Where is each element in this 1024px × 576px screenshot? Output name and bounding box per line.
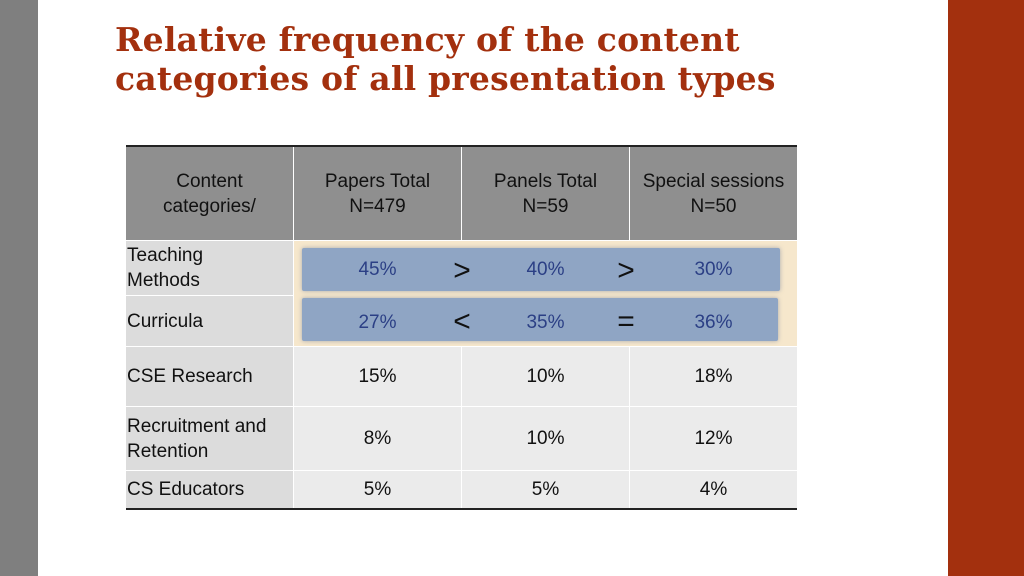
comparison-less: < bbox=[453, 305, 471, 338]
title-line-2: categories of all presentation types bbox=[115, 59, 776, 98]
cell-educators-panels: 5% bbox=[462, 471, 629, 508]
header-content-categories: Content categories/ bbox=[126, 147, 293, 240]
slide-title: Relative frequency of the content catego… bbox=[115, 20, 915, 98]
row-label-teaching-methods: Teaching Methods bbox=[126, 241, 293, 295]
table-bottom-rule bbox=[126, 508, 797, 510]
header-papers-total: Papers Total N=479 bbox=[294, 147, 461, 240]
row-label-curricula: Curricula bbox=[126, 296, 293, 346]
cell-recruitment-special: 12% bbox=[630, 407, 797, 470]
cell-cse-papers: 15% bbox=[294, 347, 461, 406]
cell-teaching-special: 30% bbox=[694, 258, 733, 280]
cell-recruitment-papers: 8% bbox=[294, 407, 461, 470]
cell-teaching-papers: 45% bbox=[358, 258, 397, 280]
cell-curricula-panels: 35% bbox=[526, 311, 565, 333]
cell-educators-special: 4% bbox=[630, 471, 797, 508]
title-line-1: Relative frequency of the content bbox=[115, 20, 740, 59]
highlight-bar-teaching bbox=[302, 248, 780, 291]
table-top-rule bbox=[126, 145, 797, 147]
row-label-cse-research: CSE Research bbox=[126, 347, 293, 406]
cell-teaching-panels: 40% bbox=[526, 258, 565, 280]
cell-curricula-papers: 27% bbox=[358, 311, 397, 333]
left-gray-bar bbox=[0, 0, 38, 576]
highlight-bar-curricula bbox=[302, 298, 778, 341]
comparison-greater-1: > bbox=[453, 254, 471, 287]
cell-cse-panels: 10% bbox=[462, 347, 629, 406]
row-label-recruitment-retention: Recruitment and Retention bbox=[126, 407, 293, 470]
cell-educators-papers: 5% bbox=[294, 471, 461, 508]
right-accent-bar bbox=[948, 0, 1024, 576]
cell-recruitment-panels: 10% bbox=[462, 407, 629, 470]
row-label-cs-educators: CS Educators bbox=[126, 471, 293, 508]
comparison-greater-2: > bbox=[617, 254, 635, 287]
header-panels-total: Panels Total N=59 bbox=[462, 147, 629, 240]
cell-cse-special: 18% bbox=[630, 347, 797, 406]
header-special-sessions: Special sessions N=50 bbox=[630, 147, 797, 240]
cell-curricula-special: 36% bbox=[694, 311, 733, 333]
comparison-equal: = bbox=[617, 305, 635, 338]
